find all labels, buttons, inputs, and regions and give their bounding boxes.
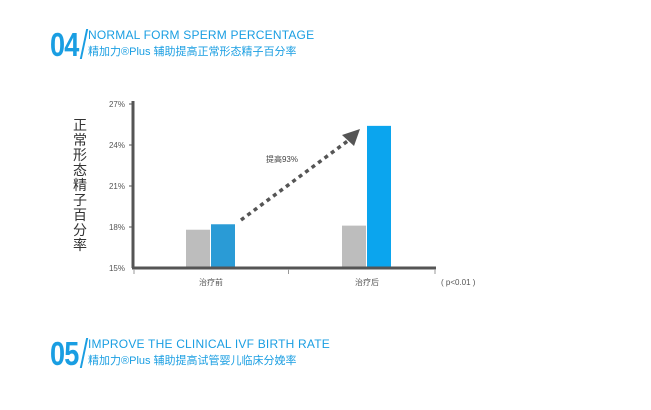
bar-blue-2 — [367, 125, 391, 268]
y-axis-label: 正常形态精子百分率 — [73, 117, 87, 253]
bar-gray-1 — [186, 229, 210, 268]
y-tick-label: 21% — [109, 182, 125, 191]
y-tick-label: 18% — [109, 223, 125, 232]
section-title-en: NORMAL FORM SPERM PERCENTAGE — [88, 28, 315, 42]
section-title-cn: 精加力®Plus 辅助提高试管婴儿临床分娩率 — [88, 355, 297, 367]
trend-arrow-line — [239, 138, 351, 222]
section-number: 04 — [50, 26, 79, 63]
section-number: 05 — [50, 335, 79, 372]
y-tick-label: 27% — [109, 100, 125, 109]
trend-arrow-head — [342, 129, 360, 146]
x-tick-label: 治疗前 — [199, 277, 223, 287]
y-tick-label: 15% — [109, 264, 125, 273]
bar-gray-2 — [342, 225, 366, 268]
section-title-cn: 精加力®Plus 辅助提高正常形态精子百分率 — [88, 46, 297, 58]
bar-blue-1 — [211, 224, 235, 268]
y-tick-label: 24% — [109, 141, 125, 150]
significance-note: ( p<0.01 ) — [441, 278, 476, 287]
increase-annotation: 提高93% — [266, 154, 298, 164]
section-title-en: IMPROVE THE CLINICAL IVF BIRTH RATE — [88, 337, 330, 351]
x-tick-label: 治疗后 — [355, 277, 379, 287]
